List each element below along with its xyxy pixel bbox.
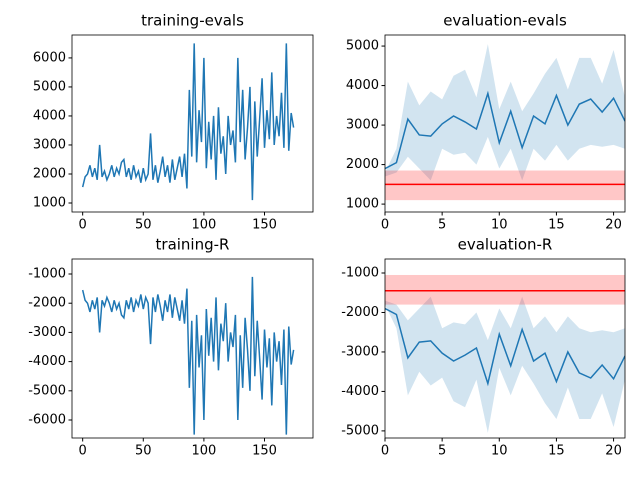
x-tick-label: 50: [135, 444, 152, 459]
y-tick-label: 6000: [33, 50, 66, 65]
x-tick-label: 10: [491, 444, 508, 459]
x-tick-label: 50: [135, 218, 152, 233]
x-tick-label: 0: [79, 444, 87, 459]
y-tick-label: 1000: [346, 197, 379, 212]
y-tick-label: -1000: [28, 267, 66, 282]
axes-frame: [384, 258, 626, 439]
x-tick-label: 5: [438, 444, 446, 459]
y-tick-label: -1000: [341, 266, 379, 281]
y-tick-label: -2000: [341, 305, 379, 320]
x-tick-label: 100: [191, 444, 216, 459]
y-tick-label: -5000: [341, 423, 379, 438]
chart-title: evaluation-R: [458, 236, 553, 254]
x-tick-label: 15: [548, 218, 565, 233]
y-tick-label: -2000: [28, 296, 66, 311]
axes-frame: [384, 34, 626, 213]
y-tick-label: -4000: [28, 354, 66, 369]
x-tick-label: 20: [605, 444, 622, 459]
plot-area: [81, 43, 295, 201]
y-tick-label: -5000: [28, 383, 66, 398]
data-line: [81, 276, 295, 435]
chart-title: training-evals: [141, 12, 244, 30]
plot-area: [385, 274, 625, 433]
y-tick-label: 2000: [346, 157, 379, 172]
data-line: [81, 43, 295, 201]
y-tick-label: 3000: [33, 137, 66, 152]
x-tick-label: 150: [252, 218, 277, 233]
plot-area: [385, 44, 625, 201]
x-tick-label: 15: [548, 444, 565, 459]
reference-band: [385, 274, 625, 305]
y-tick-label: 5000: [33, 79, 66, 94]
y-tick-label: 2000: [33, 166, 66, 181]
y-tick-label: 3000: [346, 118, 379, 133]
axes-frame: [71, 258, 314, 439]
axes-frame: [71, 34, 314, 213]
y-tick-label: 1000: [33, 196, 66, 211]
confidence-band: [385, 44, 625, 181]
x-tick-label: 0: [79, 218, 87, 233]
x-tick-label: 0: [381, 444, 389, 459]
data-line: [385, 307, 625, 387]
x-tick-label: 150: [252, 444, 277, 459]
y-tick-label: 4000: [346, 78, 379, 93]
y-tick-label: -6000: [28, 413, 66, 428]
y-tick-label: 4000: [33, 108, 66, 123]
y-tick-label: 5000: [346, 39, 379, 54]
x-tick-label: 20: [605, 218, 622, 233]
data-line: [385, 90, 625, 170]
x-tick-label: 0: [381, 218, 389, 233]
y-tick-label: -3000: [28, 325, 66, 340]
y-tick-label: -4000: [341, 384, 379, 399]
confidence-band: [385, 296, 625, 433]
x-tick-label: 100: [191, 218, 216, 233]
x-tick-label: 10: [491, 218, 508, 233]
reference-band: [385, 170, 625, 201]
chart-title: evaluation-evals: [443, 12, 567, 30]
plot-area: [81, 276, 295, 435]
chart-title: training-R: [156, 236, 230, 254]
x-tick-label: 5: [438, 218, 446, 233]
y-tick-label: -3000: [341, 344, 379, 359]
